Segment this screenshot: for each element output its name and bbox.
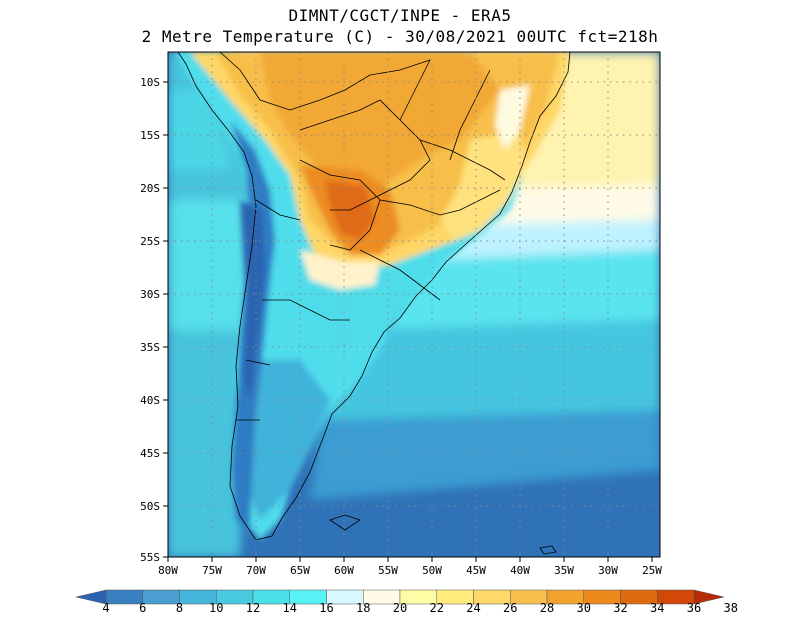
colorbar-label: 14 bbox=[283, 601, 297, 615]
lon-label: 55W bbox=[378, 564, 398, 577]
longitude-labels: 80W 75W 70W 65W 60W 55W 50W 45W 40W 35W … bbox=[158, 564, 662, 577]
graticule bbox=[168, 52, 660, 557]
colorbar-label: 10 bbox=[209, 601, 223, 615]
colorbar-label: 22 bbox=[430, 601, 444, 615]
lon-label: 50W bbox=[422, 564, 442, 577]
lon-label: 35W bbox=[554, 564, 574, 577]
colorbar-label: 34 bbox=[650, 601, 664, 615]
lon-label: 60W bbox=[334, 564, 354, 577]
latitude-labels: 10S 15S 20S 25S 30S 35S 40S 45S 50S 55S bbox=[140, 76, 160, 564]
lat-label: 15S bbox=[140, 129, 160, 142]
lon-label: 45W bbox=[466, 564, 486, 577]
lat-label: 50S bbox=[140, 500, 160, 513]
colorbar-label: 18 bbox=[356, 601, 370, 615]
temperature-field bbox=[168, 52, 660, 557]
colorbar-label: 30 bbox=[577, 601, 591, 615]
colorbar-swatch bbox=[105, 589, 143, 605]
colorbar-label: 8 bbox=[176, 601, 183, 615]
lat-label: 10S bbox=[140, 76, 160, 89]
lat-label: 35S bbox=[140, 341, 160, 354]
colorbar: 4 6 8 10 12 14 16 18 20 22 24 26 28 30 32 34 36 38 bbox=[75, 589, 738, 615]
lat-label: 30S bbox=[140, 288, 160, 301]
colorbar-swatch bbox=[142, 589, 180, 605]
lat-label: 25S bbox=[140, 235, 160, 248]
lat-label: 55S bbox=[140, 551, 160, 564]
lat-label: 45S bbox=[140, 447, 160, 460]
map-title-line1: DIMNT/CGCT/INPE - ERA5 bbox=[288, 6, 512, 25]
map-frame bbox=[167, 51, 661, 558]
map-title-line2: 2 Metre Temperature (C) - 30/08/2021 00U… bbox=[141, 27, 659, 46]
colorbar-label: 36 bbox=[687, 601, 701, 615]
lon-label: 40W bbox=[510, 564, 530, 577]
colorbar-label: 26 bbox=[503, 601, 517, 615]
colorbar-label: 28 bbox=[540, 601, 554, 615]
lat-label: 40S bbox=[140, 394, 160, 407]
colorbar-label: 24 bbox=[466, 601, 480, 615]
axis-ticks bbox=[163, 81, 653, 562]
colorbar-label: 4 bbox=[102, 601, 109, 615]
lon-label: 65W bbox=[290, 564, 310, 577]
colorbar-label: 38 bbox=[724, 601, 738, 615]
colorbar-label: 20 bbox=[393, 601, 407, 615]
colorbar-label: 16 bbox=[319, 601, 333, 615]
lon-label: 30W bbox=[598, 564, 618, 577]
lon-label: 70W bbox=[246, 564, 266, 577]
colorbar-label: 6 bbox=[139, 601, 146, 615]
lon-label: 75W bbox=[202, 564, 222, 577]
colorbar-swatch bbox=[693, 589, 725, 605]
lat-label: 20S bbox=[140, 182, 160, 195]
lon-label: 25W bbox=[642, 564, 662, 577]
colorbar-label: 32 bbox=[613, 601, 627, 615]
colorbar-label: 12 bbox=[246, 601, 260, 615]
lon-label: 80W bbox=[158, 564, 178, 577]
coastlines bbox=[177, 52, 571, 555]
